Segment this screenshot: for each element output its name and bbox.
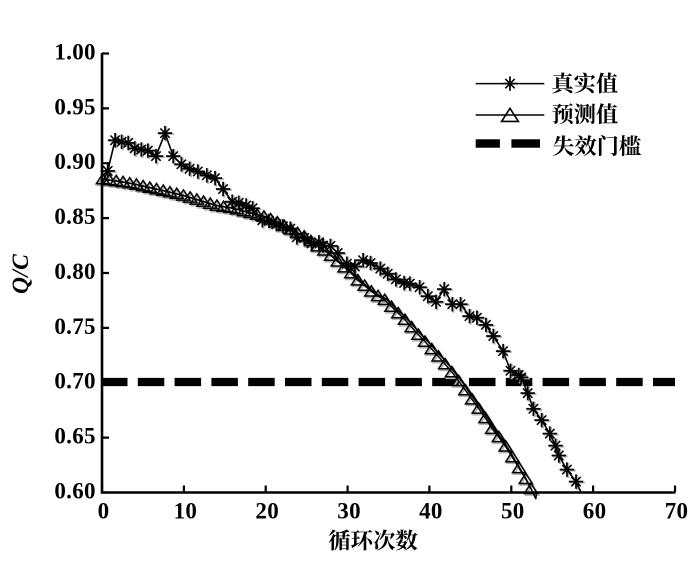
svg-text:50: 50: [501, 499, 525, 524]
svg-text:0.70: 0.70: [54, 369, 95, 394]
svg-text:0.85: 0.85: [54, 204, 95, 229]
svg-text:0.75: 0.75: [54, 314, 95, 339]
svg-text:70: 70: [665, 499, 689, 524]
svg-text:0.65: 0.65: [54, 424, 95, 449]
svg-text:0.90: 0.90: [54, 149, 95, 174]
svg-text:0.80: 0.80: [54, 259, 95, 284]
svg-text:0: 0: [98, 499, 110, 524]
svg-text:Q/C: Q/C: [8, 254, 34, 294]
svg-text:0.60: 0.60: [54, 478, 95, 503]
svg-text:0.95: 0.95: [54, 94, 95, 119]
svg-text:20: 20: [255, 499, 279, 524]
svg-text:30: 30: [337, 499, 361, 524]
svg-text:10: 10: [174, 499, 198, 524]
svg-text:1.00: 1.00: [54, 39, 95, 64]
svg-text:60: 60: [583, 499, 607, 524]
svg-text:40: 40: [419, 499, 443, 524]
